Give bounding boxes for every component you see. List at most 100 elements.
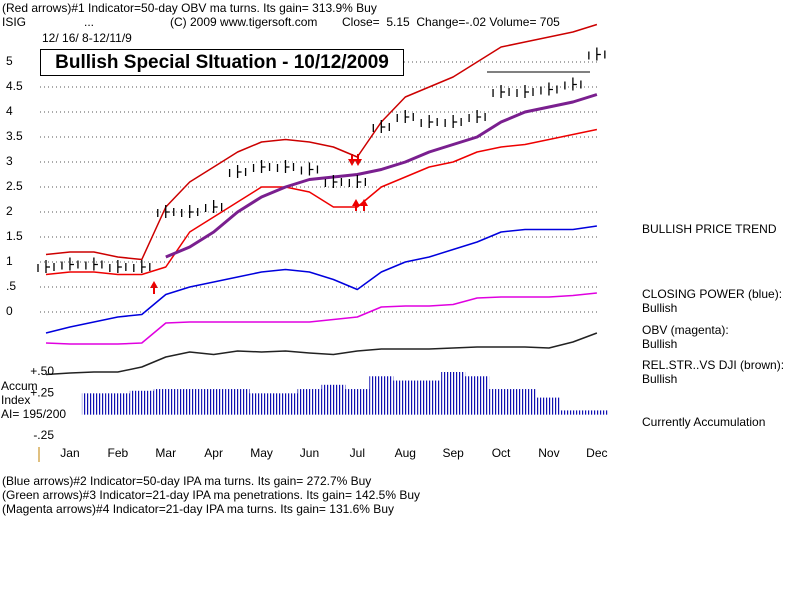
price-bar xyxy=(109,260,127,273)
side-label: Bullish xyxy=(642,337,678,351)
price-bar xyxy=(324,175,343,188)
y-tick-label: 4 xyxy=(6,104,13,118)
chart-title: Bullish Special SItuation - 10/12/2009 xyxy=(40,49,404,76)
x-tick-label: Apr xyxy=(204,446,223,460)
x-tick-label: Mar xyxy=(155,446,176,460)
footer-line: (Magenta arrows)#4 Indicator=21-day IPA … xyxy=(2,502,394,516)
series-line xyxy=(45,23,598,261)
y-tick-label: 2.5 xyxy=(6,179,23,193)
x-tick-label: Feb xyxy=(108,446,129,460)
price-bar xyxy=(181,205,199,218)
accum-bar xyxy=(393,380,418,415)
price-bar xyxy=(372,120,390,133)
quote: Close= 5.15 Change=-.02 Volume= 705 xyxy=(342,15,560,29)
x-tick-label: Jul xyxy=(350,446,365,460)
price-bar xyxy=(444,115,462,128)
accum-bar xyxy=(441,372,466,415)
y-tick-label: 2 xyxy=(6,204,13,218)
price-bar xyxy=(37,260,55,273)
footer-line: (Green arrows)#3 Indicator=21-day IPA ma… xyxy=(2,488,421,502)
y-tick-label: +.25 xyxy=(30,386,54,400)
accum-bar xyxy=(249,393,274,415)
accum-bar xyxy=(584,410,609,415)
x-tick-label: Nov xyxy=(538,446,559,460)
y-tick-label: 3 xyxy=(6,154,13,168)
side-label: BULLISH PRICE TREND xyxy=(642,222,777,236)
dates: 12/ 16/ 8-12/11/9 xyxy=(42,31,132,45)
accum-label: Index xyxy=(1,393,31,407)
price-bar xyxy=(564,77,582,91)
accum-bar xyxy=(321,384,346,415)
price-bar xyxy=(588,47,606,61)
copyright: (C) 2009 www.tigersoft.com xyxy=(170,15,318,29)
series-line xyxy=(45,128,598,276)
accum-bar xyxy=(369,376,394,415)
y-tick-label: 5 xyxy=(6,54,13,68)
accum-label: Accum xyxy=(1,379,38,393)
price-bar xyxy=(61,257,79,271)
accum-bar xyxy=(560,410,585,415)
series-line xyxy=(45,225,598,334)
accum-bar xyxy=(81,393,106,415)
price-bar xyxy=(157,205,175,218)
footer-line: (Blue arrows)#2 Indicator=50-day IPA ma … xyxy=(2,474,372,488)
series-line xyxy=(165,93,598,259)
accum-bar xyxy=(417,380,442,415)
accum-bar xyxy=(177,389,202,415)
accum-bar xyxy=(297,389,322,415)
dots: ... xyxy=(84,15,95,29)
y-tick-label: 0 xyxy=(6,304,13,318)
price-bar xyxy=(228,165,247,178)
price-bar xyxy=(205,200,223,213)
red-arrow xyxy=(348,154,362,166)
side-label: OBV (magenta): xyxy=(642,323,729,337)
accum-bar xyxy=(225,389,250,415)
price-bar xyxy=(396,110,414,123)
accum-bar xyxy=(536,397,561,415)
y-tick-label: 1 xyxy=(6,254,13,268)
price-bar xyxy=(300,162,319,176)
accum-bar xyxy=(273,393,298,415)
x-tick-label: Sep xyxy=(442,446,464,460)
accum-bar xyxy=(129,390,154,415)
series-line xyxy=(45,332,598,376)
x-tick-label: Dec xyxy=(586,446,607,460)
y-tick-label: .5 xyxy=(6,279,16,293)
x-tick-label: Oct xyxy=(492,446,511,460)
price-bar xyxy=(348,175,366,188)
price-bar xyxy=(468,110,486,123)
price-bar xyxy=(492,85,510,98)
accum-bar xyxy=(465,376,490,415)
side-label: Bullish xyxy=(642,372,678,386)
accum-bar xyxy=(513,389,537,415)
x-tick-label: Jan xyxy=(60,446,79,460)
y-tick-label: 1.5 xyxy=(6,229,23,243)
price-bar xyxy=(420,115,438,128)
y-tick-label: 3.5 xyxy=(6,129,23,143)
price-bar xyxy=(252,160,271,173)
accum-bar xyxy=(201,389,226,415)
y-tick-label: +.50 xyxy=(30,364,54,378)
symbol: ISIG xyxy=(2,15,27,29)
series-line xyxy=(45,292,597,345)
x-tick-label: Aug xyxy=(395,446,416,460)
side-label: CLOSING POWER (blue): xyxy=(642,287,783,301)
x-tick-label: May xyxy=(250,446,273,460)
y-tick-label: 4.5 xyxy=(6,79,23,93)
accum-bar xyxy=(153,389,178,415)
price-bar xyxy=(540,82,558,96)
side-label: Bullish xyxy=(642,301,678,315)
accum-label: AI= 195/200 xyxy=(1,407,67,421)
side-label: Currently Accumulation xyxy=(642,415,766,429)
accum-bar xyxy=(105,393,130,415)
y-tick-label: -.25 xyxy=(33,428,54,442)
accum-bar xyxy=(345,389,370,415)
price-bar xyxy=(516,85,534,98)
price-bar xyxy=(133,260,151,273)
accum-bar xyxy=(489,389,514,415)
price-bar xyxy=(85,257,103,271)
x-tick-label: Jun xyxy=(300,446,319,460)
red-arrow xyxy=(150,281,158,294)
